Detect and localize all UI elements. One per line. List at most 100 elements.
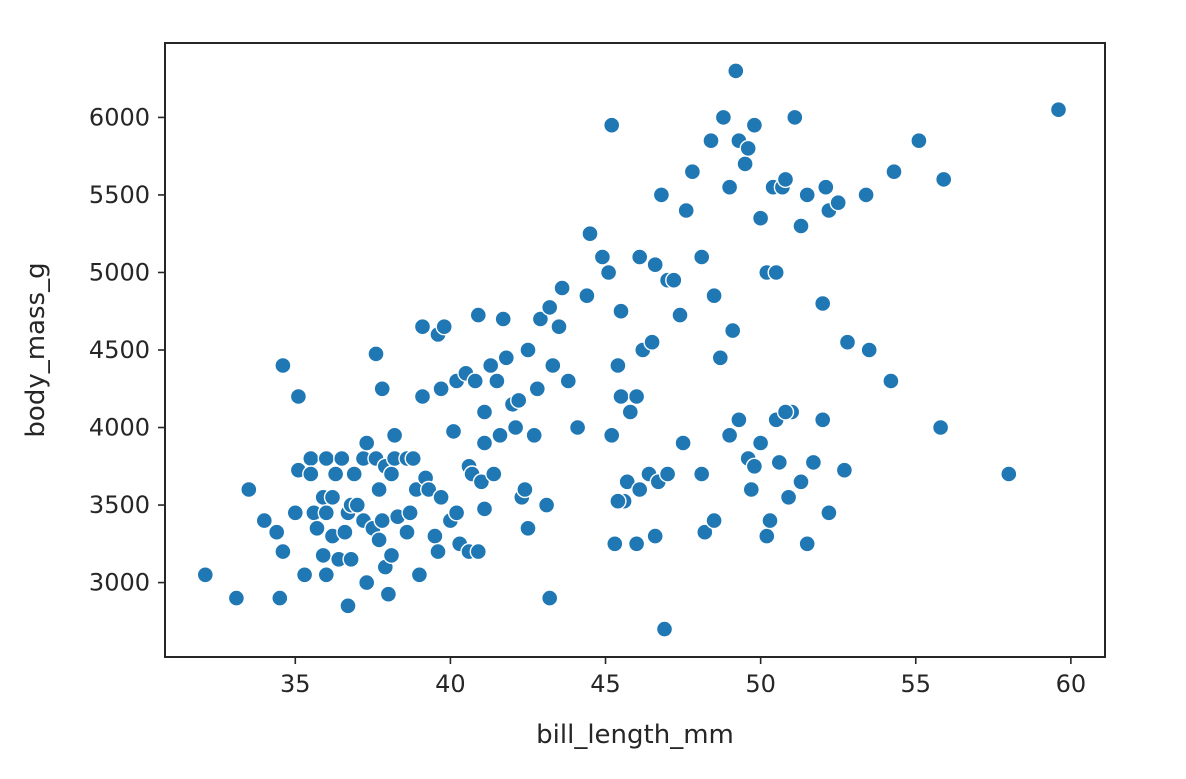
data-point	[779, 488, 798, 506]
data-point	[745, 457, 764, 475]
data-point	[333, 449, 351, 468]
data-point	[382, 465, 401, 483]
data-point	[289, 387, 308, 406]
data-point	[429, 542, 447, 561]
data-point	[432, 488, 450, 506]
data-point	[475, 434, 494, 452]
data-point	[770, 453, 788, 472]
data-point	[404, 449, 422, 468]
data-point	[435, 318, 453, 336]
data-point	[401, 504, 419, 522]
data-point	[553, 279, 571, 297]
data-point	[516, 480, 534, 499]
data-point	[693, 248, 711, 266]
data-point	[751, 209, 770, 227]
data-point	[426, 527, 444, 545]
data-point	[603, 426, 621, 444]
x-tick-label: 60	[1056, 670, 1087, 698]
y-axis-ticks: 3000 3500 4000 4500 5000 5500 6000	[89, 103, 165, 597]
data-point	[702, 131, 720, 150]
data-point	[599, 263, 618, 282]
data-point	[736, 155, 754, 173]
data-point	[358, 434, 376, 452]
data-point	[531, 310, 550, 328]
data-point	[382, 546, 401, 565]
data-point	[817, 178, 835, 196]
x-tick-label: 40	[435, 670, 466, 698]
y-axis-label: body_mass_g	[21, 262, 51, 437]
data-point	[469, 542, 487, 561]
data-point	[482, 356, 500, 375]
data-point	[665, 271, 683, 289]
data-point	[720, 178, 739, 196]
data-point	[196, 566, 215, 584]
data-point	[271, 589, 289, 607]
data-point	[621, 403, 639, 421]
data-point	[373, 511, 391, 530]
data-point	[274, 356, 292, 375]
data-point	[742, 480, 760, 499]
data-point	[444, 422, 463, 441]
data-point	[693, 465, 711, 483]
data-point	[506, 418, 525, 437]
data-point	[367, 345, 385, 363]
data-point	[568, 418, 587, 437]
data-point	[724, 321, 742, 340]
data-point	[1000, 465, 1018, 483]
data-point	[317, 504, 335, 522]
data-point	[295, 566, 314, 584]
x-tick-label: 55	[900, 670, 931, 698]
x-axis-ticks: 35 40 45 50 55 60	[280, 657, 1086, 698]
data-point	[705, 287, 723, 305]
data-point	[658, 465, 677, 483]
data-point	[776, 170, 795, 189]
y-tick-label: 3000	[89, 569, 150, 597]
data-point	[739, 139, 757, 158]
data-point	[627, 535, 646, 553]
data-point	[631, 248, 649, 266]
data-point	[494, 310, 512, 328]
data-point	[339, 597, 357, 615]
data-point	[609, 492, 627, 510]
data-point	[730, 411, 748, 429]
data-point	[882, 372, 900, 390]
data-point	[696, 523, 714, 541]
data-points	[196, 62, 1068, 638]
data-point	[767, 263, 785, 282]
data-point	[541, 298, 559, 317]
data-point	[655, 620, 674, 638]
data-point	[860, 341, 878, 359]
data-point	[537, 496, 556, 514]
data-point	[302, 449, 320, 468]
data-point	[792, 473, 810, 491]
y-tick-label: 4500	[89, 336, 150, 364]
data-point	[432, 380, 450, 398]
data-point	[485, 465, 503, 483]
data-point	[835, 461, 854, 479]
data-point	[317, 449, 335, 468]
data-point	[714, 108, 733, 127]
data-point	[286, 504, 304, 522]
data-point	[814, 294, 832, 313]
data-point	[776, 403, 795, 421]
data-point	[491, 426, 509, 444]
data-point	[323, 488, 342, 506]
data-point	[525, 426, 543, 444]
data-point	[413, 387, 432, 406]
data-point	[345, 465, 363, 483]
data-point	[519, 519, 537, 537]
data-point	[705, 511, 723, 530]
data-point	[469, 306, 487, 324]
x-tick-label: 50	[745, 670, 776, 698]
data-point	[674, 434, 692, 452]
data-point	[671, 306, 689, 324]
data-point	[720, 426, 739, 444]
data-point	[447, 504, 466, 522]
data-point	[544, 356, 562, 375]
data-point	[373, 380, 391, 398]
data-point	[559, 372, 577, 390]
data-point	[603, 116, 621, 134]
data-point	[342, 550, 360, 568]
data-point	[255, 511, 273, 530]
